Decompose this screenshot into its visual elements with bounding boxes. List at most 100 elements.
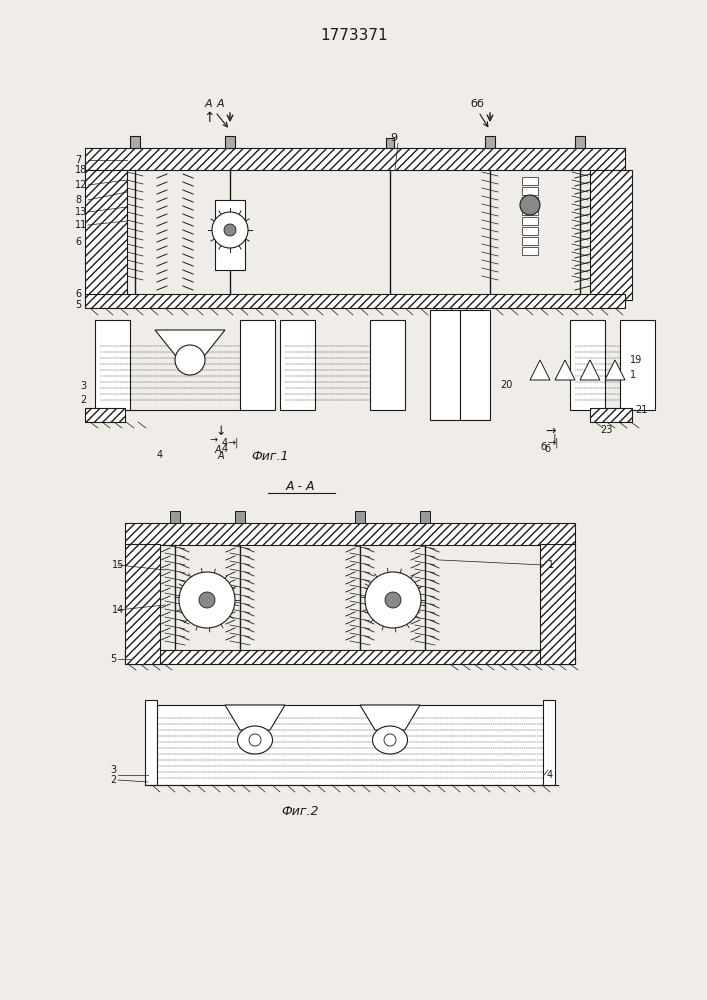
Circle shape xyxy=(224,224,236,236)
Text: 19: 19 xyxy=(630,355,642,365)
Text: 11: 11 xyxy=(75,220,87,230)
Circle shape xyxy=(384,734,396,746)
Text: 15: 15 xyxy=(112,560,124,570)
Bar xyxy=(370,320,405,410)
Text: 13: 13 xyxy=(75,207,87,217)
Text: 3: 3 xyxy=(80,381,86,391)
Bar xyxy=(522,237,538,245)
Bar xyxy=(570,320,605,410)
Text: 14: 14 xyxy=(112,605,124,615)
Text: 4: 4 xyxy=(222,438,228,448)
Text: 18: 18 xyxy=(75,165,87,175)
Text: 6: 6 xyxy=(75,237,81,247)
Bar xyxy=(280,320,315,410)
Circle shape xyxy=(520,195,540,215)
Text: 3: 3 xyxy=(110,765,116,775)
Text: 4: 4 xyxy=(222,444,228,454)
Text: A - A: A - A xyxy=(285,480,315,493)
Text: 1773371: 1773371 xyxy=(320,27,388,42)
Text: 2: 2 xyxy=(110,775,116,785)
Bar xyxy=(420,511,430,523)
Polygon shape xyxy=(580,360,600,380)
Bar xyxy=(215,200,245,270)
Bar xyxy=(85,170,127,300)
Text: 20: 20 xyxy=(500,380,513,390)
Bar xyxy=(620,320,655,410)
Circle shape xyxy=(175,345,205,375)
Bar xyxy=(522,227,538,235)
Polygon shape xyxy=(155,330,225,355)
Polygon shape xyxy=(360,705,420,730)
Bar xyxy=(85,294,625,308)
Bar xyxy=(145,700,157,785)
Text: ↑: ↑ xyxy=(203,111,215,125)
Circle shape xyxy=(249,734,261,746)
Bar xyxy=(590,408,632,422)
Text: А: А xyxy=(218,451,225,461)
Bar xyxy=(130,136,140,148)
Polygon shape xyxy=(555,360,575,380)
Bar xyxy=(590,170,632,300)
Bar xyxy=(522,197,538,205)
Bar xyxy=(125,523,575,545)
Text: 7: 7 xyxy=(75,155,81,165)
Bar xyxy=(355,511,365,523)
Polygon shape xyxy=(530,360,550,380)
Text: 5: 5 xyxy=(75,300,81,310)
Circle shape xyxy=(212,212,248,248)
Ellipse shape xyxy=(373,726,407,754)
Bar xyxy=(575,136,585,148)
Text: б: б xyxy=(470,99,488,127)
Bar xyxy=(430,310,460,420)
Text: 6: 6 xyxy=(75,289,81,299)
Bar xyxy=(85,408,125,422)
Bar xyxy=(150,705,550,785)
Text: б: б xyxy=(477,99,484,109)
Text: 5: 5 xyxy=(110,654,116,664)
Text: А: А xyxy=(215,445,221,455)
Text: 4: 4 xyxy=(547,770,553,780)
Bar xyxy=(485,136,495,148)
Polygon shape xyxy=(605,360,625,380)
Text: б: б xyxy=(540,442,546,452)
Bar xyxy=(225,136,235,148)
Text: →: → xyxy=(545,425,556,438)
Text: →|: →| xyxy=(228,437,240,448)
Text: 4: 4 xyxy=(157,450,163,460)
Text: 8: 8 xyxy=(75,195,81,205)
Bar xyxy=(386,138,394,148)
Circle shape xyxy=(179,572,235,628)
Circle shape xyxy=(365,572,421,628)
Text: 1: 1 xyxy=(630,370,636,380)
Bar xyxy=(240,320,275,410)
Bar xyxy=(85,148,625,170)
Text: →|: →| xyxy=(548,437,559,448)
Text: 1: 1 xyxy=(548,560,554,570)
Text: Фиг.1: Фиг.1 xyxy=(251,450,288,463)
Ellipse shape xyxy=(238,726,272,754)
Text: 2: 2 xyxy=(80,395,86,405)
Bar xyxy=(235,511,245,523)
Bar xyxy=(522,247,538,255)
Polygon shape xyxy=(225,705,285,730)
Bar xyxy=(95,320,130,410)
Circle shape xyxy=(385,592,401,608)
Bar xyxy=(543,700,555,785)
Text: 12: 12 xyxy=(75,180,88,190)
Bar xyxy=(125,544,160,664)
Bar xyxy=(522,207,538,215)
Text: 23: 23 xyxy=(600,425,612,435)
Text: б: б xyxy=(544,444,550,454)
Text: 9: 9 xyxy=(390,133,397,143)
Bar xyxy=(522,177,538,185)
Text: Фиг.2: Фиг.2 xyxy=(281,805,319,818)
Text: →: → xyxy=(210,435,218,445)
Bar xyxy=(125,650,575,664)
Bar xyxy=(170,511,180,523)
Text: А: А xyxy=(216,99,224,109)
Text: |: | xyxy=(553,434,556,444)
Bar xyxy=(522,187,538,195)
Text: ↓: ↓ xyxy=(215,425,226,438)
Bar xyxy=(460,310,490,420)
Circle shape xyxy=(199,592,215,608)
